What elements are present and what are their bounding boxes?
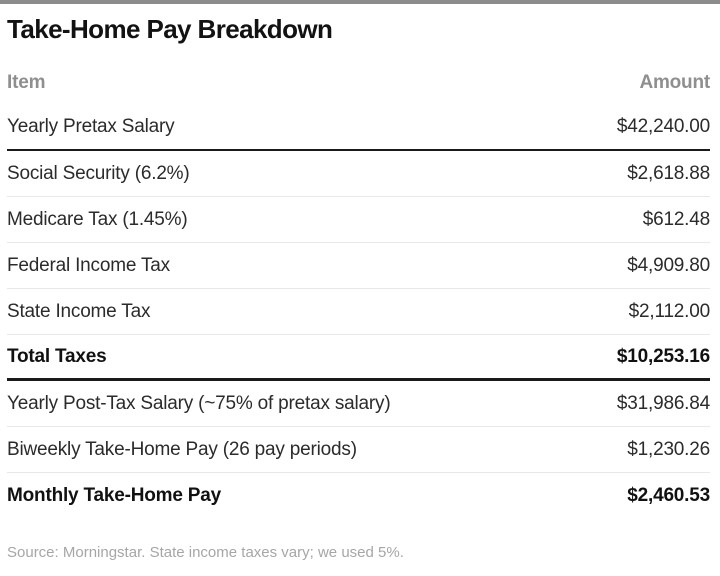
item-cell: Medicare Tax (1.45%) (7, 208, 188, 230)
item-cell: Social Security (6.2%) (7, 162, 190, 184)
table-row: State Income Tax $2,112.00 (7, 289, 710, 335)
amount-cell: $1,230.26 (627, 438, 710, 460)
item-cell: State Income Tax (7, 300, 151, 322)
amount-cell: $612.48 (642, 208, 710, 230)
amount-cell: $2,112.00 (628, 300, 711, 322)
top-accent-bar (0, 0, 720, 4)
table-row: Federal Income Tax $4,909.80 (7, 243, 710, 289)
table-row: Yearly Pretax Salary $42,240.00 (7, 105, 710, 151)
item-cell: Federal Income Tax (7, 254, 170, 276)
table-body: Yearly Pretax Salary $42,240.00 Social S… (7, 105, 710, 519)
item-cell: Yearly Post-Tax Salary (~75% of pretax s… (7, 392, 391, 414)
column-header-item: Item (7, 72, 46, 93)
table-row: Social Security (6.2%) $2,618.88 (7, 151, 710, 197)
item-cell: Yearly Pretax Salary (7, 116, 175, 137)
amount-cell: $4,909.80 (627, 254, 710, 276)
table-row: Total Taxes $10,253.16 (7, 335, 710, 381)
table-row: Medicare Tax (1.45%) $612.48 (7, 197, 710, 243)
amount-cell: $31,986.84 (616, 392, 710, 414)
item-cell: Biweekly Take-Home Pay (26 pay periods) (7, 438, 357, 460)
source-note: Source: Morningstar. State income taxes … (7, 544, 404, 561)
amount-cell: $42,240.00 (616, 116, 710, 137)
column-header-amount: Amount (639, 72, 710, 93)
page-title: Take-Home Pay Breakdown (7, 14, 333, 44)
table-row: Biweekly Take-Home Pay (26 pay periods) … (7, 427, 710, 473)
item-cell: Total Taxes (7, 345, 107, 367)
amount-cell: $2,618.88 (627, 162, 710, 184)
amount-cell: $10,253.16 (616, 345, 710, 367)
table-header: Item Amount (7, 45, 710, 105)
item-cell: Monthly Take-Home Pay (7, 485, 221, 506)
table-row: Monthly Take-Home Pay $2,460.53 (7, 473, 710, 519)
table-card: Take-Home Pay Breakdown Item Amount Year… (0, 13, 720, 561)
amount-cell: $2,460.53 (627, 485, 710, 506)
table-row: Yearly Post-Tax Salary (~75% of pretax s… (7, 381, 710, 427)
